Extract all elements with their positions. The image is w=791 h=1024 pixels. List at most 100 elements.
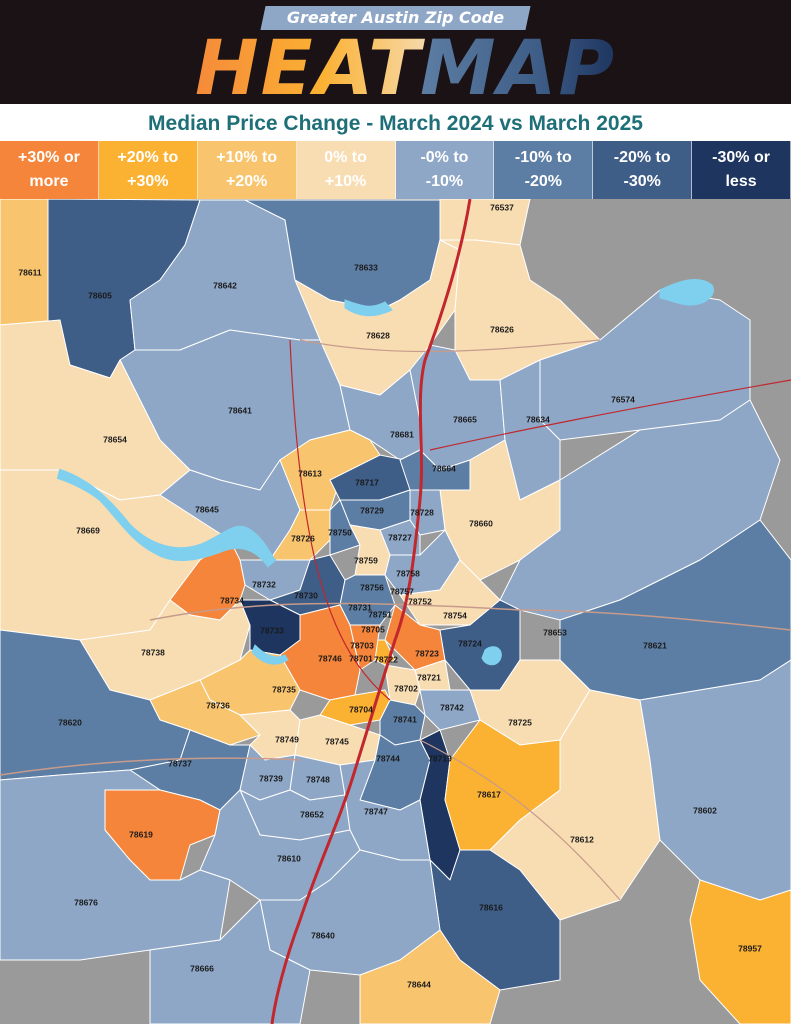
minor-road: [289, 339, 391, 701]
legend-label: +30% or more: [18, 149, 80, 190]
zip-label: 78736: [206, 700, 230, 710]
zip-label: 78739: [259, 773, 283, 783]
zip-label: 76537: [490, 202, 514, 212]
zip-label: 78613: [298, 468, 322, 478]
minor-road: [299, 339, 601, 353]
legend-label: 0% to +10%: [324, 149, 367, 190]
zip-label: 78619: [129, 829, 153, 839]
legend-label: -30% or less: [712, 149, 770, 190]
minor-road: [419, 739, 621, 901]
zip-label: 78735: [272, 684, 296, 694]
zip-labels: 76537 78611 78605 78633 78642 78628 7862…: [18, 202, 762, 989]
legend-label: -20% to -30%: [613, 149, 671, 190]
zip-label: 78610: [277, 853, 301, 863]
zip-region-78644: [359, 929, 501, 1024]
zip-label: 78717: [355, 477, 379, 487]
zip-label: 78652: [300, 809, 324, 819]
lake-travis: [56, 468, 277, 568]
zip-region-78754: [399, 559, 501, 626]
legend-item-4: 0% to +10%: [296, 141, 396, 199]
walter-e-long-lake: [481, 646, 502, 666]
title-heat: HEAT: [195, 26, 425, 106]
zip-label: 76574: [611, 394, 635, 404]
legend-label: -0% to -10%: [420, 149, 469, 190]
zip-label: 78724: [458, 638, 482, 648]
zip-label: 78750: [328, 527, 352, 537]
zip-label: 78660: [469, 518, 493, 528]
zip-label: 78703: [350, 640, 374, 650]
zip-label: 78702: [394, 683, 418, 693]
legend-item-6: -10% to -20%: [494, 141, 594, 199]
legend-label: +20% to +30%: [117, 149, 179, 190]
zip-label: 78664: [432, 463, 456, 473]
minor-road: [149, 602, 791, 631]
zip-region-78957: [689, 879, 791, 1024]
zip-label: 78704: [349, 704, 373, 714]
zip-label: 78676: [74, 897, 98, 907]
zip-label: 78616: [479, 902, 503, 912]
legend-item-8: -30% or less: [692, 141, 791, 199]
zip-label: 78731: [348, 602, 372, 612]
legend-item-7: -20% to -30%: [593, 141, 693, 199]
zip-label: 78759: [354, 555, 378, 565]
heat-map: 76537 78611 78605 78633 78642 78628 7862…: [0, 199, 791, 1024]
zip-label: 78726: [291, 533, 315, 543]
water-features: [56, 279, 714, 666]
zip-regions: [0, 199, 791, 1024]
legend-item-5: -0% to -10%: [395, 141, 495, 199]
zip-label: 78757: [390, 586, 414, 596]
zip-label: 78669: [76, 525, 100, 535]
zip-label: 78734: [220, 595, 244, 605]
zip-label: 78746: [318, 653, 342, 663]
zip-label: 78749: [275, 734, 299, 744]
zip-label: 78758: [396, 568, 420, 578]
zip-label: 78730: [294, 590, 318, 600]
zip-label: 78626: [490, 324, 514, 334]
zip-label: 78756: [360, 582, 384, 592]
minor-road: [429, 379, 791, 451]
zip-label: 78744: [376, 753, 400, 763]
lake-georgetown: [344, 299, 393, 317]
granger-lake: [659, 279, 714, 306]
zip-label: 78654: [103, 434, 127, 444]
zip-label: 78642: [213, 280, 237, 290]
zip-label: 78732: [252, 579, 276, 589]
zip-label: 78666: [190, 963, 214, 973]
zip-label: 78745: [325, 736, 349, 746]
zip-label: 78602: [693, 805, 717, 815]
zip-label: 78620: [58, 717, 82, 727]
zip-label: 78733: [260, 625, 284, 635]
zip-label: 78751: [368, 609, 392, 619]
zip-label: 78645: [195, 504, 219, 514]
zip-region-78676: [0, 769, 231, 961]
zip-label: 78705: [361, 624, 385, 634]
minor-road: [0, 757, 301, 776]
zip-label: 78605: [88, 290, 112, 300]
zip-label: 78621: [643, 640, 667, 650]
zip-label: 78957: [738, 943, 762, 953]
zip-label: 78653: [543, 627, 567, 637]
legend-item-1: +30% or more: [0, 141, 99, 199]
zip-label: 78752: [408, 596, 432, 606]
zip-label: 78738: [141, 647, 165, 657]
zip-region-76537: [439, 199, 531, 246]
legend-label: +10% to +20%: [216, 149, 278, 190]
zip-region-78666: [149, 899, 311, 1024]
zip-label: 78701: [349, 653, 373, 663]
zip-label: 78722: [374, 654, 398, 664]
zip-label: 78737: [168, 758, 192, 768]
interstate-35: [270, 199, 472, 1024]
zip-label: 78665: [453, 414, 477, 424]
map-subtitle: Median Price Change - March 2024 vs Marc…: [148, 112, 643, 135]
zip-label: 78747: [364, 806, 388, 816]
zip-label: 78729: [360, 505, 384, 515]
zip-label: 78741: [393, 714, 417, 724]
zip-label: 78727: [388, 532, 412, 542]
zip-label: 78742: [440, 702, 464, 712]
zip-label: 78748: [306, 774, 330, 784]
zip-label: 78719: [428, 753, 452, 763]
zip-label: 78721: [417, 672, 441, 682]
zip-label: 78611: [18, 267, 41, 277]
lake-austin: [251, 644, 289, 665]
zip-label: 78754: [443, 610, 467, 620]
